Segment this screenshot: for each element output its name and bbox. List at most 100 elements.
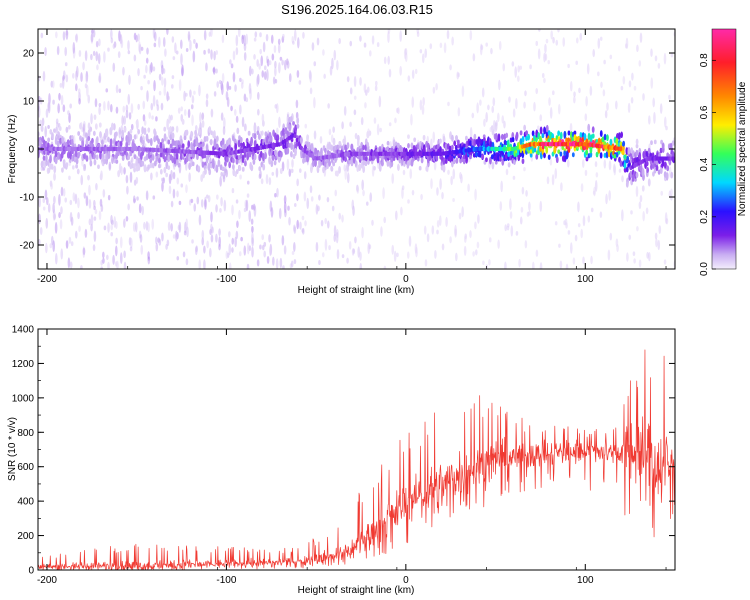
heatmap-cell [633,157,637,164]
heatmap-cell [597,137,601,146]
heatmap-cell [451,134,454,142]
heatmap-cell [631,150,635,158]
heatmap-cell [175,230,178,242]
heatmap-cell [79,122,82,130]
heatmap-cell [160,102,164,111]
heatmap-cell [535,40,539,47]
heatmap-cell [282,265,285,269]
heatmap-cell [548,97,551,106]
heatmap-cell [296,123,300,129]
heatmap-cell [582,256,585,265]
heatmap-cell [232,50,236,61]
heatmap-cell [117,170,121,178]
heatmap-cell [290,151,293,158]
heatmap-cell [80,174,84,186]
heatmap-cell [165,172,169,178]
heatmap-cell [608,190,611,201]
heatmap-cell [60,206,63,215]
heatmap-cell [151,218,155,230]
heatmap-cell [485,42,488,47]
heatmap-cell [320,147,323,157]
heatmap-cell [430,138,433,151]
heatmap-cell [235,115,239,123]
heatmap-cell [650,77,654,89]
heatmap-cell [232,72,236,83]
heatmap-cell [234,84,237,92]
heatmap-cell [235,47,239,56]
heatmap-cell [235,230,239,240]
heatmap-cell [172,234,176,239]
heatmap-cell [668,94,671,100]
heatmap-cell [619,141,623,147]
heatmap-cell [42,70,46,82]
heatmap-cell [621,175,624,183]
heatmap-cell [94,98,98,108]
heatmap-cell [183,109,187,116]
heatmap-cell [284,209,287,218]
heatmap-cell [221,34,225,44]
heatmap-cell [194,246,198,256]
heatmap-cell [127,203,130,211]
heatmap-cell [646,167,650,173]
heatmap-cell [373,165,376,171]
heatmap-cell [459,171,462,180]
heatmap-cell [504,224,507,232]
heatmap-cell [599,36,603,41]
heatmap-cell [169,125,173,133]
heatmap-cell [54,157,58,165]
heatmap-cell [350,143,354,151]
heatmap-cell [84,83,88,89]
heatmap-cell [635,172,639,178]
heatmap-cell [293,259,297,265]
heatmap-cell [381,160,384,167]
heatmap-cell [132,195,136,204]
heatmap-cell [190,104,194,110]
heatmap-cell [258,166,262,172]
heatmap-cell [543,126,546,135]
heatmap-cell [104,128,108,137]
heatmap-cell [303,157,307,163]
heatmap-cell [221,72,225,84]
heatmap-cell [151,154,155,161]
heatmap-cell [343,164,347,172]
heatmap-cell [544,43,547,54]
heatmap-cell [218,243,221,251]
heatmap-cell [140,85,143,91]
heatmap-cell [61,167,64,173]
heatmap-cell [238,165,242,172]
heatmap-cell [620,85,624,91]
heatmap-cell [216,81,220,88]
heatmap-cell [116,260,119,269]
heatmap-cell [39,119,43,126]
heatmap-cell [271,154,275,161]
heatmap-cell [532,261,535,269]
heatmap-cell [210,29,213,37]
heatmap-cell [212,66,216,75]
heatmap-cell [535,249,539,257]
heatmap-cell [260,178,264,185]
heatmap-cell [557,29,560,33]
heatmap-cell [80,265,83,269]
heatmap-cell [69,199,73,206]
heatmap-cell [376,123,380,136]
heatmap-cell [129,246,133,252]
heatmap-cell [528,210,531,216]
heatmap-cell [512,108,516,118]
heatmap-cell [44,46,47,57]
heatmap-cell [410,142,414,149]
heatmap-cell [103,158,106,165]
heatmap-cell [272,256,275,266]
heatmap-cell [64,46,67,57]
heatmap-cell [477,214,480,224]
heatmap-cell [178,221,182,233]
heatmap-cell [545,145,549,154]
heatmap-cell [585,149,589,156]
heatmap-cell [318,194,321,201]
heatmap-cell [366,130,370,139]
heatmap-cell [47,137,51,143]
heatmap-cell [44,189,48,200]
heatmap-cell [321,252,325,258]
heatmap-cell [221,137,225,146]
x-tick-label: -100 [216,274,236,285]
heatmap-cell [291,158,294,168]
